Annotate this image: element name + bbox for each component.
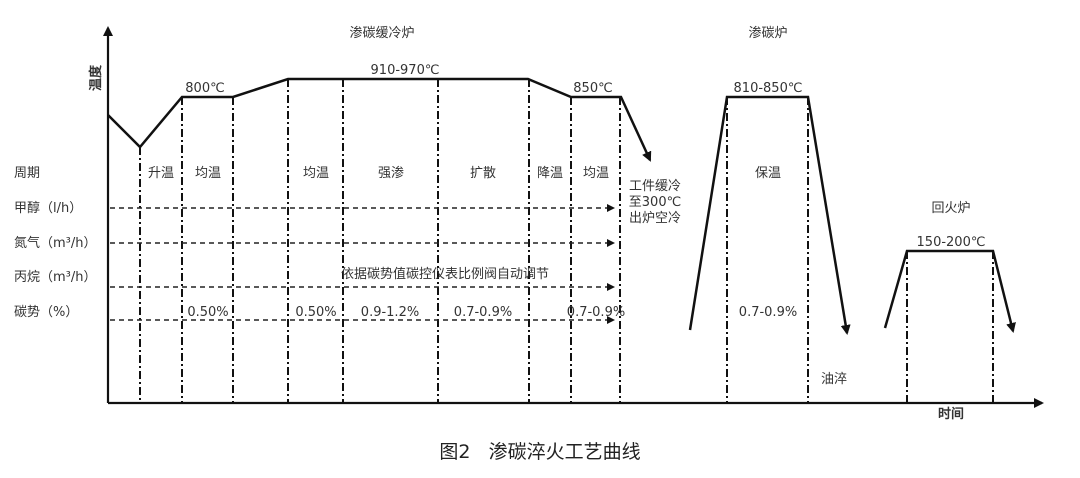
furnace1-phase-lines	[139, 79, 621, 403]
figure-caption: 图2 渗碳淬火工艺曲线	[439, 441, 640, 463]
furnace2-stage: 保温	[755, 166, 781, 181]
oil-quench-label: 油淬	[821, 372, 847, 387]
row-label-nitrogen: 氮气（m³/h）	[14, 235, 97, 251]
carbon-value: 0.50%	[295, 305, 336, 320]
period-label: 均温	[195, 166, 221, 181]
row-label-methanol: 甲醇（l/h）	[14, 200, 82, 216]
carbon-value: 0.7-0.9%	[567, 305, 625, 320]
period-label: 均温	[303, 166, 329, 181]
furnace3-title: 回火炉	[931, 201, 970, 216]
row-label-carbon: 碳势（%）	[14, 304, 78, 320]
carbon-value: 0.9-1.2%	[361, 305, 419, 320]
y-axis-label: 温度	[88, 64, 104, 91]
temp-label-800: 800℃	[185, 81, 224, 96]
cooling-note-line2: 至300℃	[629, 195, 681, 210]
propane-note: 依据碳势值碳控仪表比例阀自动调节	[341, 266, 549, 282]
row-label-propane: 丙烷（m³/h）	[14, 270, 97, 285]
furnace2-title: 渗碳炉	[748, 26, 787, 41]
furnace2-carbon: 0.7-0.9%	[739, 305, 797, 320]
temp-label-150-200: 150-200℃	[917, 235, 986, 250]
carbon-value: 0.50%	[187, 305, 228, 320]
period-label: 强渗	[378, 166, 404, 181]
temp-label-910-970: 910-970℃	[371, 63, 440, 78]
gas-flow-lines	[110, 204, 615, 324]
period-label: 扩散	[470, 166, 496, 181]
carbon-value: 0.7-0.9%	[454, 305, 512, 320]
temp-label-810-850: 810-850℃	[734, 81, 803, 96]
row-label-period: 周期	[14, 166, 40, 181]
furnace1-title: 渗碳缓冷炉	[349, 26, 414, 41]
x-axis-label: 时间	[938, 406, 964, 422]
carburizing-furnace-curve	[688, 95, 851, 335]
temp-label-850: 850℃	[573, 81, 612, 96]
period-label: 均温	[583, 166, 609, 181]
cooling-note-line1: 工件缓冷	[629, 179, 681, 194]
period-label: 降温	[537, 166, 563, 181]
cooling-note-line3: 出炉空冷	[629, 211, 681, 226]
period-label: 升温	[148, 166, 174, 181]
tempering-furnace-curve	[883, 249, 1016, 333]
